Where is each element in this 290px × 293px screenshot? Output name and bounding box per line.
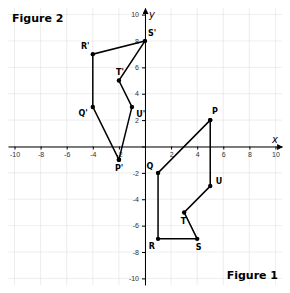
tick: 6 (135, 64, 145, 71)
tick-mark (249, 147, 250, 150)
point-label: R (149, 242, 155, 251)
tick: -10 (129, 275, 145, 282)
tick-mark (275, 147, 276, 150)
tick-mark (93, 147, 94, 150)
tick-label: 4 (135, 90, 139, 97)
point-label: P' (115, 164, 123, 173)
point-label: T (181, 217, 187, 226)
polygon-line (93, 41, 145, 160)
tick (142, 147, 145, 148)
tick-label: -6 (64, 151, 70, 158)
figure-label: Figure 1 (227, 269, 278, 282)
tick: -2 (133, 170, 145, 177)
tick-mark (142, 226, 145, 227)
tick-mark (67, 147, 68, 150)
tick-label: -10 (129, 275, 139, 282)
point (117, 78, 121, 82)
tick-mark (142, 173, 145, 174)
tick: 4 (196, 147, 200, 159)
point-label: T' (116, 68, 124, 77)
tick-label: -8 (38, 151, 44, 158)
tick-mark (197, 147, 198, 150)
tick-mark (142, 67, 145, 68)
tick-label: 4 (196, 151, 200, 158)
polygon-line (158, 120, 210, 239)
tick-label: -10 (10, 151, 20, 158)
point (156, 237, 160, 241)
point (182, 210, 186, 214)
grid (8, 8, 282, 285)
point (208, 118, 212, 122)
tick: 4 (135, 90, 145, 97)
point (117, 157, 121, 161)
point (156, 171, 160, 175)
tick: -4 (133, 196, 145, 203)
figure-label: Figure 2 (12, 12, 63, 25)
tick: 10 (272, 147, 280, 159)
tick-label: -4 (133, 196, 139, 203)
tick: 6 (222, 147, 226, 159)
tick-label: 8 (248, 151, 252, 158)
tick: 10 (131, 11, 145, 18)
labels: P Q R S T U Figure 1 P' Q' R' S' T' U' Figure 2 (12, 12, 278, 282)
point (208, 118, 212, 122)
tick: -6 (64, 147, 70, 159)
tick-label: -2 (133, 170, 139, 177)
tick: -6 (133, 222, 145, 229)
tick-mark (142, 199, 145, 200)
point (208, 184, 212, 188)
point (91, 52, 95, 56)
point-label: Q' (79, 109, 88, 118)
point (130, 105, 134, 109)
tick: -4 (90, 147, 96, 159)
tick-mark (142, 278, 145, 279)
point (143, 39, 147, 43)
point-label: P (212, 107, 218, 116)
tick-label: 10 (131, 11, 139, 18)
tick-label: 6 (222, 151, 226, 158)
tick-mark (171, 147, 172, 150)
marks (91, 39, 213, 241)
tick: -8 (38, 147, 44, 159)
x-axis-title: x (271, 134, 278, 145)
y-axis-title: y (148, 9, 156, 20)
tick-mark (142, 15, 145, 16)
point (195, 237, 199, 241)
tick-label: -8 (133, 249, 139, 256)
tick-mark (15, 147, 16, 150)
tick-label: -6 (133, 222, 139, 229)
point (117, 157, 121, 161)
tick-mark (142, 120, 145, 121)
tick-mark (142, 94, 145, 95)
tick-label: 10 (272, 151, 280, 158)
tick-mark (142, 252, 145, 253)
tick: -10 (10, 147, 20, 159)
tick-mark (119, 147, 120, 150)
point (91, 105, 95, 109)
tick-mark (41, 147, 42, 150)
point-label: U (216, 177, 223, 186)
tick-mark (223, 147, 224, 150)
tick: 8 (248, 147, 252, 159)
tick: -8 (133, 249, 145, 256)
point-label: U' (136, 110, 145, 119)
chart: -10-8-6-4-2246810-10-8-6-4-2246810xyPQRS… (0, 0, 290, 293)
point-label: S (196, 243, 202, 252)
point-label: R' (81, 42, 90, 51)
point-label: Q (146, 162, 153, 171)
tick-label: -4 (90, 151, 96, 158)
y-axis: -10-8-6-4-2246810 (129, 9, 146, 286)
tick-mark (142, 147, 145, 148)
point-label: S' (148, 29, 156, 38)
axis-line (145, 9, 146, 286)
tick-label: 6 (135, 64, 139, 71)
